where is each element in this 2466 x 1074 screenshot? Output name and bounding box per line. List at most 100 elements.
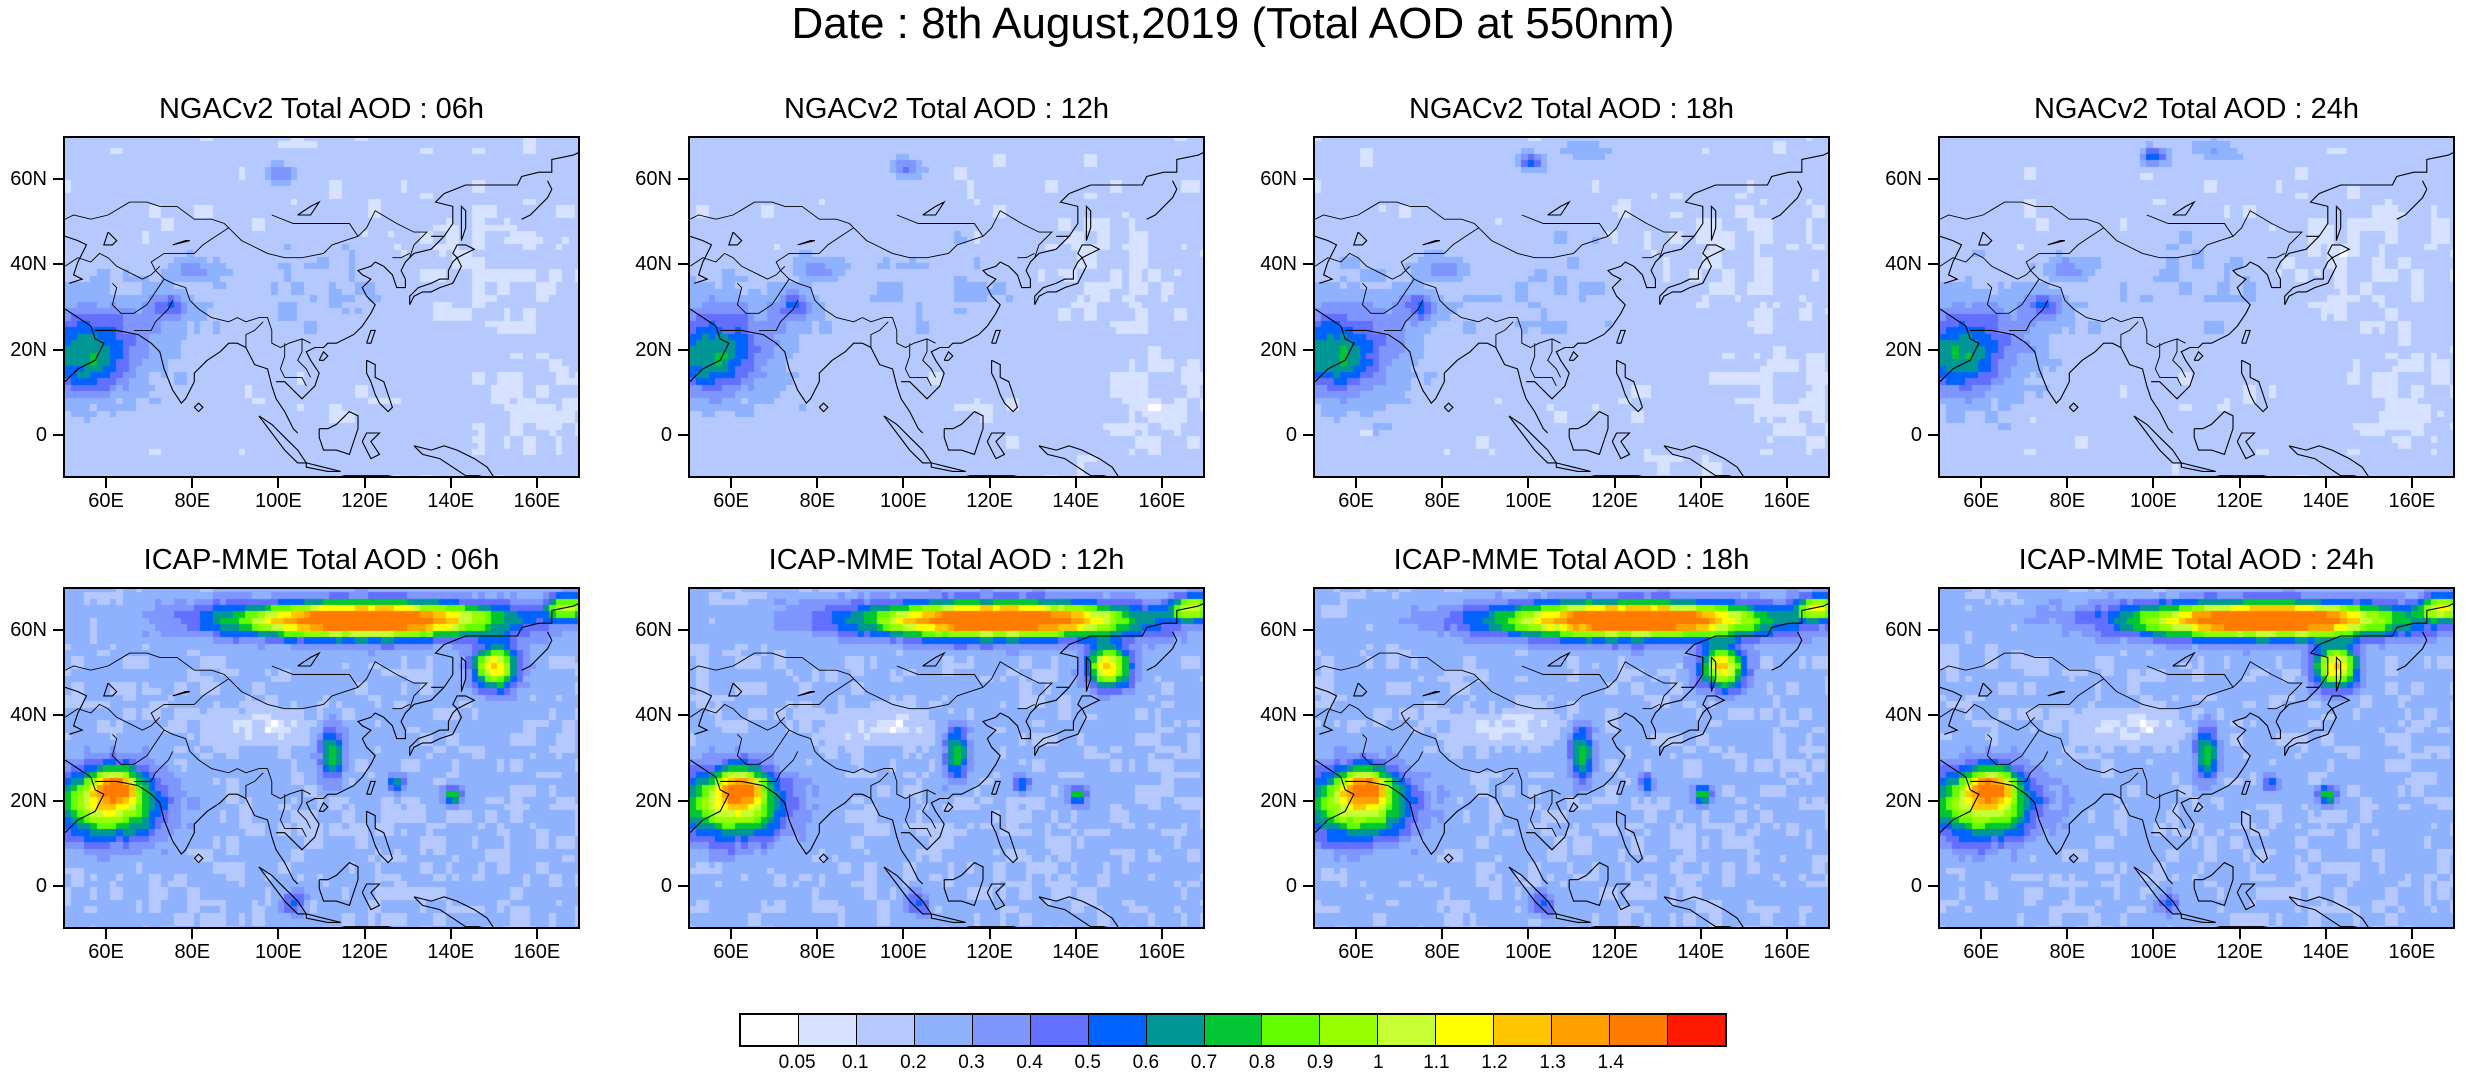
- colorbar-label: 0.3: [958, 1052, 985, 1073]
- x-tick: [2238, 929, 2241, 939]
- y-tick: [1303, 263, 1313, 266]
- colorbar-swatch: [1088, 1015, 1147, 1045]
- coastline: [1710, 656, 1717, 692]
- coastline: [1702, 695, 1726, 710]
- y-tick-label: 60N: [1260, 167, 1297, 190]
- y-tick: [678, 628, 688, 631]
- coastline: [943, 861, 984, 907]
- country-border: [1383, 751, 1424, 782]
- x-tick-label: 120E: [341, 941, 388, 963]
- x-tick-label: 100E: [255, 941, 302, 963]
- x-tick-label: 160E: [513, 490, 561, 512]
- coastline: [95, 329, 299, 434]
- colorbar-label: 1.2: [1481, 1052, 1508, 1073]
- country-border: [775, 661, 1053, 731]
- x-tick-label: 120E: [966, 490, 1013, 512]
- coastline: [690, 759, 730, 834]
- figure-title: Date : 8th August,2019 (Total AOD at 550…: [791, 0, 1675, 48]
- coastline: [818, 853, 829, 864]
- coastline: [1663, 445, 1744, 476]
- colorbar-label: 0.6: [1132, 1052, 1160, 1073]
- map-panel-icap-24h: [1938, 587, 2455, 929]
- y-tick-label: 60N: [635, 167, 672, 190]
- coastline: [943, 410, 984, 456]
- x-tick: [2238, 478, 2241, 488]
- coastline: [943, 350, 954, 361]
- y-tick: [1303, 714, 1313, 717]
- coastline: [2288, 445, 2369, 476]
- country-border: [65, 703, 161, 731]
- y-tick-label: 40N: [10, 704, 47, 727]
- x-tick: [449, 478, 452, 488]
- colorbar-label: 1.4: [1597, 1052, 1624, 1073]
- y-tick-label: 40N: [10, 253, 47, 276]
- x-tick-label: 120E: [2216, 941, 2263, 963]
- x-tick: [2410, 929, 2413, 939]
- x-tick: [730, 478, 733, 488]
- x-tick-label: 100E: [255, 490, 302, 512]
- y-tick: [53, 177, 63, 180]
- country-border: [1940, 252, 2036, 280]
- y-tick: [1303, 628, 1313, 631]
- y-tick: [53, 714, 63, 717]
- coastline: [103, 682, 118, 697]
- coastline: [1702, 244, 1726, 259]
- coastline: [366, 329, 376, 344]
- x-tick-label: 160E: [1138, 490, 1186, 512]
- country-border: [2172, 338, 2187, 378]
- country-border: [2172, 789, 2187, 829]
- colorbar-label: 0.7: [1190, 1052, 1218, 1073]
- coastline: [1085, 656, 1092, 692]
- colorbar-swatch: [1204, 1015, 1263, 1045]
- coastline: [2047, 240, 2066, 246]
- country-border: [1361, 278, 1561, 349]
- aod-field-ngac-12h: [690, 138, 1203, 476]
- x-tick-label: 100E: [1505, 941, 1552, 963]
- x-tick-label: 120E: [1591, 490, 1638, 512]
- coastline: [930, 913, 966, 923]
- coastline: [65, 686, 88, 735]
- aod-field-ngac-18h: [1315, 138, 1828, 476]
- coastline: [2172, 651, 2196, 667]
- coastline: [361, 432, 381, 460]
- coastline: [2236, 432, 2256, 460]
- coastline: [1547, 651, 1571, 667]
- coastline: [521, 180, 553, 220]
- map-panel-ngac-18h: [1313, 136, 1830, 478]
- coastline: [1771, 180, 1803, 220]
- coastline: [1547, 200, 1571, 216]
- x-tick: [2324, 929, 2327, 939]
- coastline: [103, 231, 118, 246]
- coastline: [1315, 759, 1355, 834]
- country-border: [1547, 789, 1562, 829]
- x-tick-label: 80E: [2049, 490, 2086, 512]
- country-border: [1361, 729, 1561, 800]
- colorbar: [739, 1013, 1727, 1047]
- x-tick: [1785, 478, 1788, 488]
- country-border: [1315, 252, 1411, 280]
- country-border: [690, 252, 786, 280]
- y-tick: [53, 434, 63, 437]
- coastline: [1353, 682, 1368, 697]
- coastline: [2327, 244, 2351, 259]
- coastline: [1940, 308, 1980, 383]
- y-tick: [1303, 434, 1313, 437]
- coastline: [1659, 256, 1713, 305]
- x-tick: [1699, 478, 1702, 488]
- coastline: [2215, 926, 2268, 927]
- coastline: [172, 240, 191, 246]
- x-tick-label: 120E: [2216, 490, 2263, 512]
- y-tick-label: 0: [660, 424, 672, 447]
- coastline: [797, 240, 816, 246]
- x-tick-label: 100E: [880, 490, 927, 512]
- coastline: [943, 801, 954, 812]
- x-tick: [105, 929, 108, 939]
- x-tick: [1160, 929, 1163, 939]
- y-tick: [1928, 799, 1938, 802]
- country-border: [870, 772, 889, 799]
- coastline: [340, 926, 393, 927]
- country-border: [1940, 652, 2105, 680]
- x-tick: [449, 929, 452, 939]
- y-tick: [1928, 714, 1938, 717]
- map-panel-icap-06h: [63, 587, 580, 929]
